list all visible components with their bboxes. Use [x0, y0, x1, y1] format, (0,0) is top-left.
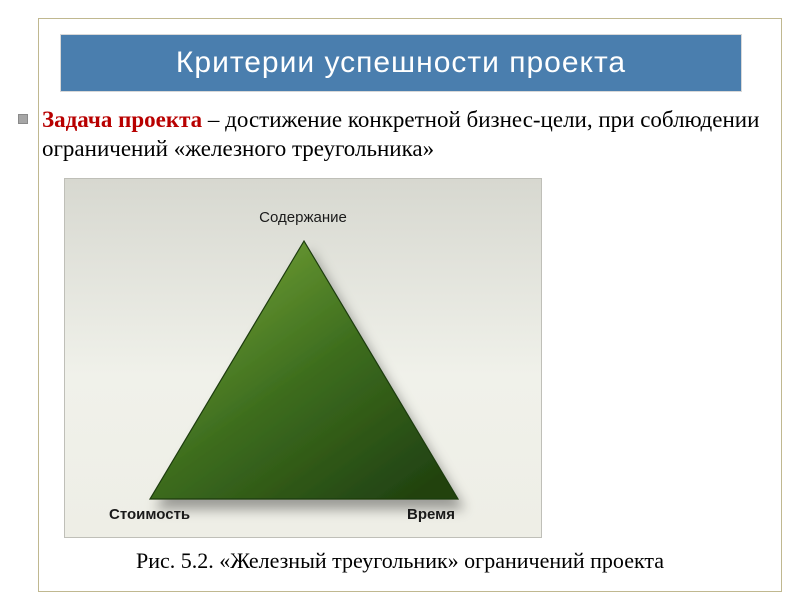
content-area: Задача проекта – достижение конкретной б…	[18, 106, 782, 164]
title-bar: Критерии успешности проекта	[60, 34, 742, 92]
iron-triangle	[150, 241, 458, 499]
slide-title: Критерии успешности проекта	[176, 46, 626, 80]
vertex-label-right: Время	[407, 506, 455, 523]
bullet-text: Задача проекта – достижение конкретной б…	[42, 106, 782, 164]
vertex-label-top: Содержание	[259, 209, 347, 226]
vertex-label-left: Стоимость	[109, 506, 190, 523]
figure-caption: Рис. 5.2. «Железный треугольник» огранич…	[0, 548, 800, 574]
triangle-figure: Содержание Стоимость Время	[64, 178, 542, 538]
bullet-item: Задача проекта – достижение конкретной б…	[18, 106, 782, 164]
bullet-icon	[18, 114, 28, 124]
triangle-svg	[65, 179, 543, 539]
bullet-emphasis: Задача проекта	[42, 107, 202, 132]
